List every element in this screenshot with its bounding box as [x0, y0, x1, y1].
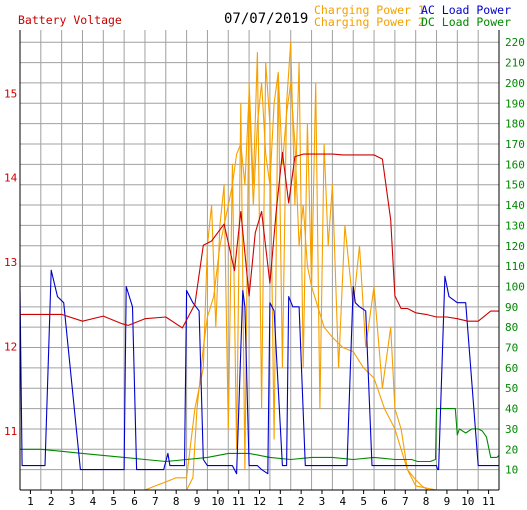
x-tick-label: 3: [69, 495, 76, 508]
x-tick-label: 8: [173, 495, 180, 508]
legend-dc-load-power: DC Load Power: [421, 15, 511, 29]
y-right-tick-label: 210: [505, 57, 525, 70]
series-line-charging-power-1: [20, 72, 499, 491]
x-tick-label: 7: [152, 495, 159, 508]
x-tick-label: 4: [339, 495, 346, 508]
y-right-tick-label: 150: [505, 179, 525, 192]
y-left-tick-label: 13: [4, 256, 17, 269]
left-axis-title: Battery Voltage: [18, 13, 122, 27]
x-tick-label: 3: [319, 495, 326, 508]
y-right-tick-label: 40: [505, 403, 518, 416]
x-tick-label: 1: [277, 495, 284, 508]
series-line-battery-voltage: [20, 151, 499, 329]
y-right-tick-label: 10: [505, 464, 518, 477]
y-right-tick-label: 100: [505, 280, 525, 293]
y-right-tick-label: 50: [505, 382, 518, 395]
x-tick-label: 4: [90, 495, 97, 508]
legend-charging-power-1: Charging Power 1: [314, 3, 425, 17]
x-tick-label: 11: [482, 495, 495, 508]
x-tick-label: 6: [131, 495, 138, 508]
series-line-charging-power-2: [20, 41, 499, 491]
y-left-tick-label: 14: [4, 172, 18, 185]
x-tick-label: 11: [232, 495, 245, 508]
y-right-tick-label: 110: [505, 260, 525, 273]
x-tick-label: 10: [461, 495, 474, 508]
x-tick-label: 5: [110, 495, 117, 508]
chart-axes: 1 2 3 4 5 6 7 8 9 10 11 12 1 2 3 4 5 6 7 8 9 10 11102030405060…: [4, 30, 525, 508]
chart-series-group: [19, 41, 500, 491]
y-right-tick-label: 200: [505, 77, 525, 90]
y-right-tick-label: 190: [505, 97, 525, 110]
x-tick-label: 7: [402, 495, 409, 508]
y-right-tick-label: 20: [505, 443, 518, 456]
y-right-tick-label: 220: [505, 36, 525, 49]
legend-ac-load-power: AC Load Power: [421, 3, 511, 17]
x-tick-label: 5: [360, 495, 367, 508]
y-right-tick-label: 80: [505, 321, 518, 334]
series-line-dc-load-power: [20, 408, 500, 463]
x-tick-label: 6: [381, 495, 388, 508]
x-tick-label: 12: [253, 495, 266, 508]
y-right-tick-label: 90: [505, 301, 518, 314]
y-left-tick-label: 12: [4, 341, 17, 354]
y-left-tick-label: 11: [4, 425, 17, 438]
y-right-tick-label: 180: [505, 118, 525, 131]
x-tick-label: 10: [211, 495, 224, 508]
x-tick-label: 8: [423, 495, 430, 508]
y-right-tick-label: 160: [505, 158, 525, 171]
y-right-tick-label: 70: [505, 342, 518, 355]
y-right-tick-label: 60: [505, 362, 518, 375]
y-right-tick-label: 130: [505, 219, 525, 232]
x-tick-label: 2: [298, 495, 305, 508]
x-tick-label: 9: [194, 495, 201, 508]
y-right-tick-label: 170: [505, 138, 525, 151]
chart-header: Battery Voltage 07/07/2019 Charging Powe…: [18, 3, 511, 29]
x-tick-label: 1: [27, 495, 34, 508]
x-tick-label: 9: [444, 495, 451, 508]
legend-charging-power-2: Charging Power 2: [314, 15, 425, 29]
chart-date: 07/07/2019: [224, 11, 308, 27]
series-line-ac-load-power: [19, 269, 499, 475]
y-right-tick-label: 120: [505, 240, 525, 253]
y-left-tick-label: 15: [4, 87, 17, 100]
y-right-tick-label: 30: [505, 423, 518, 436]
x-tick-label: 2: [48, 495, 55, 508]
y-right-tick-label: 140: [505, 199, 525, 212]
